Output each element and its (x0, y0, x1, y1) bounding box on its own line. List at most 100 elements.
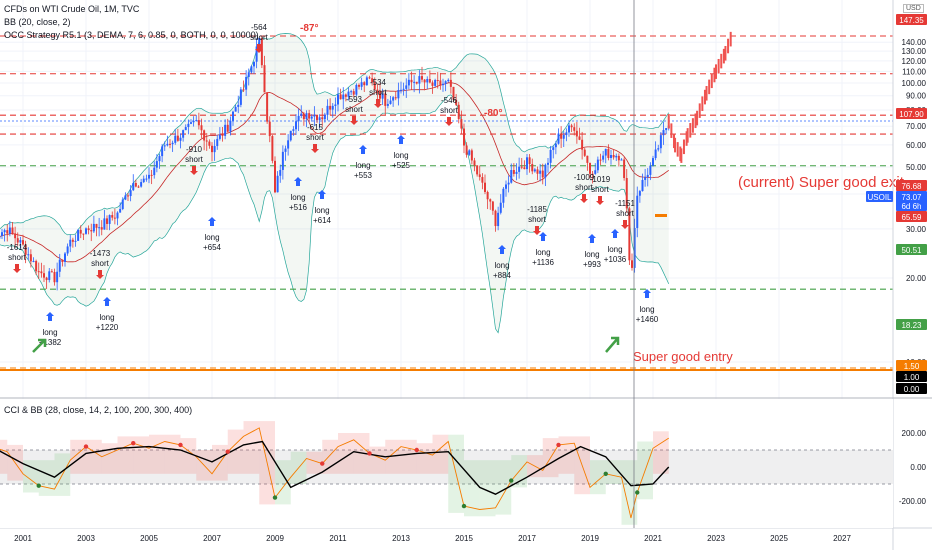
cci-dot (556, 443, 560, 447)
symbol-title[interactable]: CFDs on WTI Crude Oil, 1M, TVC (4, 4, 139, 14)
cci-shade (118, 436, 134, 473)
candle-body (636, 196, 638, 228)
cci-dot (604, 472, 608, 476)
trade-label: long (290, 193, 305, 202)
candle-body (271, 136, 273, 161)
trade-label: -534 (370, 78, 387, 87)
candle-body (539, 171, 541, 174)
candle-body (243, 89, 245, 90)
candle-body (565, 132, 567, 135)
candle-body (40, 271, 42, 273)
candle-body (59, 260, 61, 272)
candle-body (208, 142, 210, 146)
candle-body (4, 230, 6, 232)
projection-bar (683, 140, 685, 155)
candle-body (558, 134, 560, 144)
projection-bar (715, 64, 717, 79)
price-tick-label: 140.00 (902, 38, 927, 47)
trade-value: short (369, 88, 388, 97)
candle-body (513, 170, 515, 174)
candle-body (579, 136, 581, 139)
candle-body (229, 121, 231, 132)
candle-body (201, 125, 203, 130)
candle-body (180, 138, 182, 141)
time-tick-label: 2001 (14, 534, 32, 543)
time-tick-label: 2021 (644, 534, 662, 543)
candle-body (358, 85, 360, 87)
candle-body (82, 234, 84, 235)
candle-body (122, 200, 124, 209)
candle-body (261, 38, 263, 65)
trade-value: +1136 (532, 258, 554, 267)
projection-bar (674, 138, 676, 153)
candle-body (85, 228, 87, 234)
candle-body (602, 156, 604, 160)
candle-body (508, 183, 510, 185)
candle-body (497, 213, 499, 226)
price-tick-label: 70.00 (906, 122, 927, 131)
candle-body (46, 278, 48, 280)
cci-shade (0, 440, 7, 474)
candle-body (408, 80, 410, 86)
cci-shade (181, 438, 197, 474)
candle-body (463, 129, 465, 146)
candle-body (337, 94, 339, 104)
annotation-text: -87° (300, 23, 318, 34)
candle-body (316, 115, 318, 120)
candle-body (607, 149, 609, 158)
candle-body (43, 273, 45, 277)
candle-body (93, 224, 95, 231)
candle-body (143, 179, 145, 182)
occ-strategy-legend[interactable]: OCC Strategy R5.1 (3, DEMA, 7, 6, 0.85, … (4, 30, 259, 40)
candle-body (495, 211, 497, 226)
candle-body (502, 189, 504, 203)
candle-body (285, 149, 287, 152)
candle-body (214, 146, 216, 152)
trade-label: -910 (186, 145, 203, 154)
price-label-text: 147.35 (899, 16, 924, 25)
orange-marker (655, 214, 667, 217)
candle-body (526, 157, 528, 169)
trade-value: short (528, 215, 547, 224)
candle-body (72, 240, 74, 242)
candle-body (600, 160, 602, 161)
candle-body (340, 94, 342, 99)
cci-dot (37, 484, 41, 488)
candle-body (521, 167, 523, 168)
cci-shade (417, 443, 433, 474)
candle-body (311, 117, 313, 119)
candle-body (132, 183, 134, 190)
cci-dot (367, 451, 371, 455)
price-label-text: 65.59 (901, 213, 922, 222)
candle-body (439, 80, 441, 85)
candle-body (639, 191, 641, 196)
candle-body (568, 125, 570, 132)
candle-body (321, 117, 323, 119)
candle-body (665, 128, 667, 130)
projection-bar (687, 128, 689, 143)
candle-body (135, 183, 137, 187)
time-tick-label: 2023 (707, 534, 725, 543)
candle-body (342, 95, 344, 100)
price-label-text: 107.90 (899, 110, 924, 119)
price-label-text: 0.00 (904, 385, 920, 394)
candle-body (537, 169, 539, 173)
projection-bar (677, 142, 679, 157)
trade-value: short (185, 155, 204, 164)
candle-body (644, 177, 646, 180)
candle-body (534, 169, 536, 171)
candle-body (177, 136, 179, 141)
time-tick-label: 2013 (392, 534, 410, 543)
candle-body (460, 119, 462, 128)
currency-badge[interactable]: USD (903, 4, 924, 13)
candle-body (424, 80, 426, 83)
candle-body (642, 180, 644, 191)
cci-shade (149, 435, 165, 474)
candle-body (445, 81, 447, 84)
trade-value: +1220 (96, 323, 119, 332)
annotation-text: Super good entry (633, 349, 733, 364)
cci-indicator-legend[interactable]: CCI & BB (28, close, 14, 2, 100, 200, 30… (4, 405, 192, 415)
bb-indicator-legend[interactable]: BB (20, close, 2) (4, 17, 71, 27)
price-tick-label: 120.00 (902, 57, 927, 66)
